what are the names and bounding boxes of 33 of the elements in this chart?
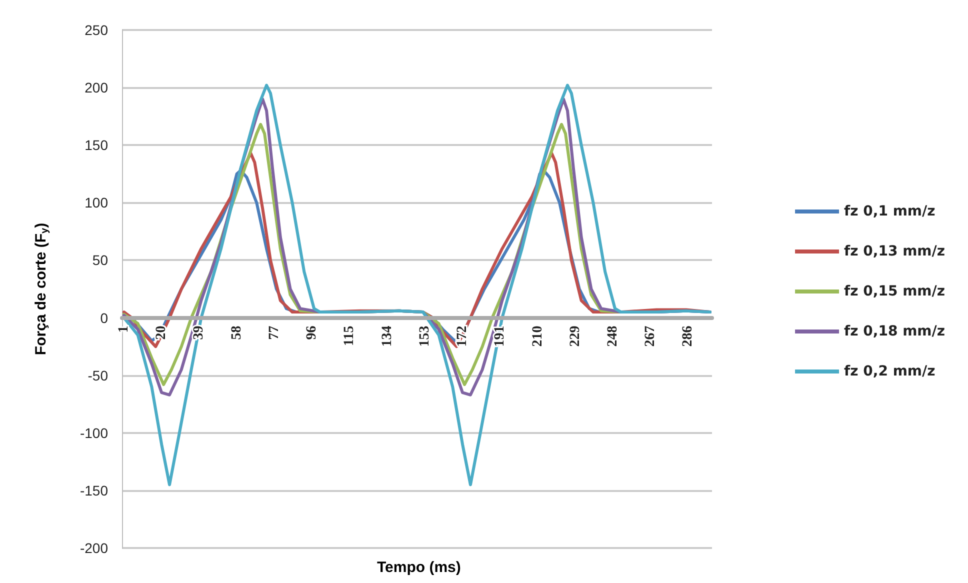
x-tick-label: 134 bbox=[380, 326, 395, 347]
x-tick-label: 77 bbox=[266, 326, 282, 340]
y-tick-label: -200 bbox=[80, 540, 108, 556]
x-tick-label: 20 bbox=[154, 326, 170, 340]
x-tick-label: 96 bbox=[304, 326, 320, 340]
y-tick-label: 250 bbox=[84, 22, 108, 38]
y-tick-label: -100 bbox=[80, 424, 108, 441]
x-tick-label: 58 bbox=[229, 326, 244, 340]
x-tick-label: 286 bbox=[680, 326, 696, 347]
legend-label: fz 0,13 mm/z bbox=[844, 244, 945, 260]
legend-label: fz 0,2 mm/z bbox=[844, 364, 936, 380]
y-tick-label: 100 bbox=[84, 194, 108, 211]
x-tick-label: 191 bbox=[492, 326, 508, 347]
x-tick-label: 172 bbox=[455, 326, 470, 347]
y-tick-label: 200 bbox=[84, 80, 108, 96]
x-tick-label: 267 bbox=[643, 326, 658, 347]
legend-label: fz 0,18 mm/z bbox=[844, 324, 945, 340]
y-axis-title: Força de corte (Fy) bbox=[32, 222, 50, 356]
y-tick-label: -50 bbox=[88, 367, 108, 384]
x-tick-label: 248 bbox=[606, 326, 621, 347]
x-tick-label: 115 bbox=[342, 326, 358, 346]
y-tick-label: 50 bbox=[92, 252, 108, 268]
x-tick-label: 210 bbox=[530, 326, 546, 347]
x-tick-label: 39 bbox=[192, 326, 207, 340]
x-tick-label: 229 bbox=[568, 326, 583, 347]
legend-label: fz 0,15 mm/z bbox=[844, 284, 945, 300]
y-tick-label: 150 bbox=[84, 137, 108, 154]
y-tick-label: 0 bbox=[100, 310, 108, 326]
x-tick-label: 1 bbox=[116, 326, 132, 333]
y-tick-label: -150 bbox=[80, 482, 108, 498]
legend-label: fz 0,1 mm/z bbox=[844, 204, 936, 220]
x-axis-title: Tempo (ms) bbox=[377, 559, 461, 576]
x-tick-label: 153 bbox=[417, 326, 432, 347]
